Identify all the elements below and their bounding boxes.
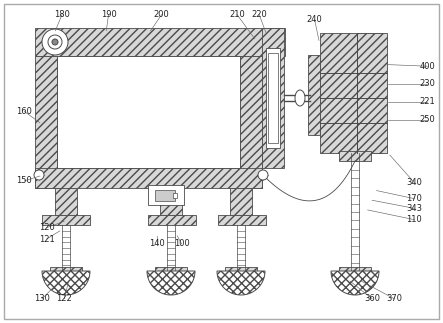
Text: 150: 150 bbox=[16, 176, 32, 185]
Bar bbox=[218, 215, 266, 225]
Polygon shape bbox=[217, 271, 265, 295]
Bar bbox=[148, 215, 196, 225]
Bar bbox=[308, 55, 320, 135]
Bar bbox=[268, 53, 278, 143]
Text: 120: 120 bbox=[39, 223, 54, 232]
Text: 121: 121 bbox=[39, 234, 54, 244]
Text: 110: 110 bbox=[406, 215, 422, 224]
Text: 140: 140 bbox=[149, 239, 165, 248]
Bar bbox=[225, 267, 257, 275]
Text: 343: 343 bbox=[406, 204, 422, 213]
Circle shape bbox=[42, 29, 68, 55]
Text: 160: 160 bbox=[16, 107, 32, 116]
Bar bbox=[35, 28, 285, 56]
Text: 200: 200 bbox=[154, 10, 170, 19]
Bar bbox=[155, 267, 187, 275]
Text: 122: 122 bbox=[56, 294, 72, 303]
Bar bbox=[339, 267, 371, 275]
Bar bbox=[148, 185, 184, 205]
Bar bbox=[266, 48, 280, 148]
Bar bbox=[339, 151, 371, 161]
Bar bbox=[240, 56, 262, 188]
Text: 190: 190 bbox=[101, 10, 117, 19]
Text: 360: 360 bbox=[364, 294, 380, 303]
Bar bbox=[42, 215, 90, 225]
Circle shape bbox=[52, 39, 58, 45]
Text: 221: 221 bbox=[420, 97, 435, 106]
Bar bbox=[357, 33, 387, 153]
Text: 250: 250 bbox=[420, 115, 435, 124]
Bar bbox=[173, 193, 177, 198]
Text: 220: 220 bbox=[251, 10, 267, 19]
Bar bbox=[35, 168, 262, 188]
Text: 210: 210 bbox=[229, 10, 245, 19]
Bar bbox=[262, 28, 284, 168]
Circle shape bbox=[48, 35, 62, 49]
Text: 100: 100 bbox=[174, 239, 190, 248]
Text: 180: 180 bbox=[54, 10, 70, 19]
Ellipse shape bbox=[295, 90, 305, 106]
Text: 370: 370 bbox=[386, 294, 402, 303]
Bar bbox=[320, 33, 382, 153]
Circle shape bbox=[34, 170, 44, 180]
Bar bbox=[57, 56, 240, 168]
Text: 170: 170 bbox=[406, 194, 422, 203]
Bar bbox=[155, 190, 175, 201]
Bar bbox=[35, 56, 57, 188]
Bar bbox=[55, 188, 77, 215]
Polygon shape bbox=[42, 271, 90, 295]
Text: 340: 340 bbox=[406, 178, 422, 187]
Text: 230: 230 bbox=[420, 79, 435, 89]
Text: 130: 130 bbox=[34, 294, 50, 303]
Bar bbox=[50, 267, 82, 275]
Polygon shape bbox=[331, 271, 379, 295]
Text: 240: 240 bbox=[307, 15, 323, 24]
Circle shape bbox=[258, 170, 268, 180]
Bar bbox=[230, 188, 252, 215]
Text: 400: 400 bbox=[420, 62, 435, 71]
Polygon shape bbox=[147, 271, 195, 295]
Bar bbox=[160, 188, 182, 215]
